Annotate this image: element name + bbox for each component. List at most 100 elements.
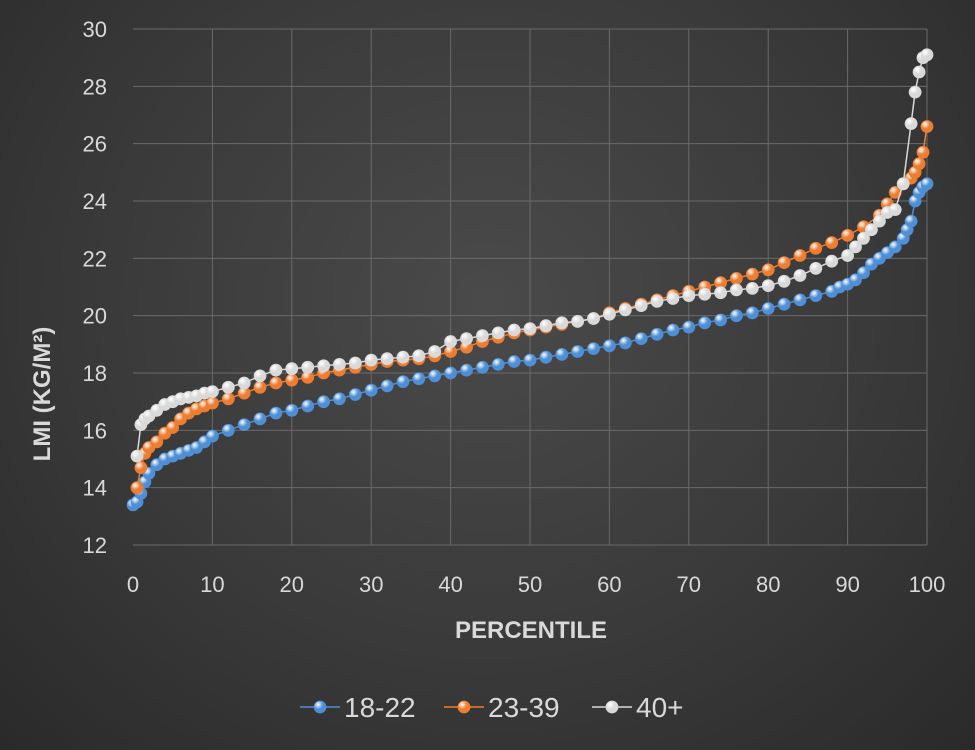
data-point — [857, 266, 870, 280]
data-point — [332, 392, 346, 406]
data-point — [253, 380, 267, 394]
data-point — [475, 329, 489, 343]
data-point — [364, 383, 378, 397]
x-tick-label: 50 — [518, 572, 542, 597]
data-point — [587, 342, 600, 356]
data-point — [698, 316, 712, 330]
series-layer — [126, 48, 934, 512]
data-point — [912, 157, 926, 171]
data-point — [134, 461, 148, 475]
series-40+ — [130, 48, 934, 463]
data-point — [523, 322, 537, 336]
data-point — [444, 366, 458, 380]
data-point — [849, 273, 862, 287]
data-point — [908, 85, 922, 99]
data-point — [269, 406, 283, 420]
y-tick-label: 22 — [83, 246, 107, 271]
data-point — [682, 320, 696, 334]
y-tick-label: 18 — [83, 361, 107, 386]
data-point — [348, 388, 362, 401]
data-point — [130, 481, 144, 495]
data-point — [130, 449, 144, 463]
legend-label: 18-22 — [344, 692, 416, 723]
data-point — [237, 418, 251, 432]
data-point — [825, 254, 839, 268]
data-point — [380, 352, 394, 366]
data-point — [777, 274, 791, 288]
data-point — [745, 267, 759, 281]
data-point — [507, 323, 521, 337]
data-point — [603, 307, 616, 321]
y-axis-title: LMI (KG/M²) — [29, 327, 56, 462]
series-23-39 — [130, 120, 934, 495]
x-tick-label: 70 — [677, 572, 701, 597]
legend-label: 23-39 — [488, 692, 560, 723]
data-point — [698, 287, 712, 301]
data-point — [857, 231, 870, 245]
data-point — [507, 355, 521, 368]
data-point — [920, 120, 934, 133]
data-point — [650, 327, 664, 341]
data-point — [920, 177, 934, 191]
data-point — [428, 345, 442, 358]
data-point — [920, 48, 934, 62]
legend-item: 18-22 — [300, 692, 416, 723]
data-point — [205, 385, 219, 399]
y-tick-label: 20 — [83, 304, 107, 329]
data-point — [364, 353, 378, 367]
data-point — [460, 332, 473, 346]
data-point — [714, 313, 727, 327]
data-point — [555, 347, 569, 361]
data-point — [650, 294, 664, 308]
x-tick-label: 30 — [359, 572, 383, 597]
grid-lines — [133, 28, 928, 546]
data-point — [730, 309, 743, 323]
data-point — [777, 297, 791, 311]
y-tick-label: 16 — [83, 418, 107, 443]
data-point — [348, 356, 362, 370]
data-point — [301, 360, 315, 374]
data-point — [912, 65, 926, 79]
x-tick-label: 10 — [200, 572, 224, 597]
data-point — [491, 326, 505, 340]
data-point — [285, 362, 299, 376]
y-tick-label: 24 — [83, 189, 107, 214]
data-point — [555, 316, 569, 330]
x-tick-label: 60 — [597, 572, 621, 597]
x-tick-label: 80 — [756, 572, 780, 597]
data-point — [777, 256, 791, 270]
data-point — [825, 236, 839, 250]
data-point — [896, 177, 910, 191]
legend-item: 23-39 — [444, 692, 560, 723]
y-tick-label: 26 — [83, 132, 107, 157]
data-point — [745, 306, 759, 320]
data-point — [269, 376, 283, 390]
data-point — [317, 359, 331, 373]
data-point — [571, 314, 584, 328]
data-point — [761, 263, 775, 277]
data-point — [809, 241, 823, 255]
data-point — [603, 339, 616, 353]
data-point — [205, 429, 219, 443]
data-point — [539, 319, 553, 333]
x-tick-label: 90 — [835, 572, 859, 597]
data-point — [666, 292, 680, 305]
data-point — [730, 271, 743, 285]
data-point — [491, 357, 505, 371]
data-point — [317, 395, 331, 409]
data-point — [761, 302, 775, 315]
legend: 18-22 23-39 40+ — [300, 692, 684, 723]
data-point — [865, 223, 878, 237]
data-point — [396, 350, 410, 364]
data-point — [412, 372, 426, 386]
y-tick-label: 28 — [83, 74, 107, 99]
data-point — [269, 363, 283, 377]
legend-marker — [605, 700, 619, 714]
data-point — [285, 403, 299, 417]
data-point — [396, 375, 410, 389]
legend-marker — [313, 700, 327, 714]
data-point — [285, 373, 299, 387]
data-point — [166, 421, 180, 434]
data-point — [150, 435, 164, 449]
